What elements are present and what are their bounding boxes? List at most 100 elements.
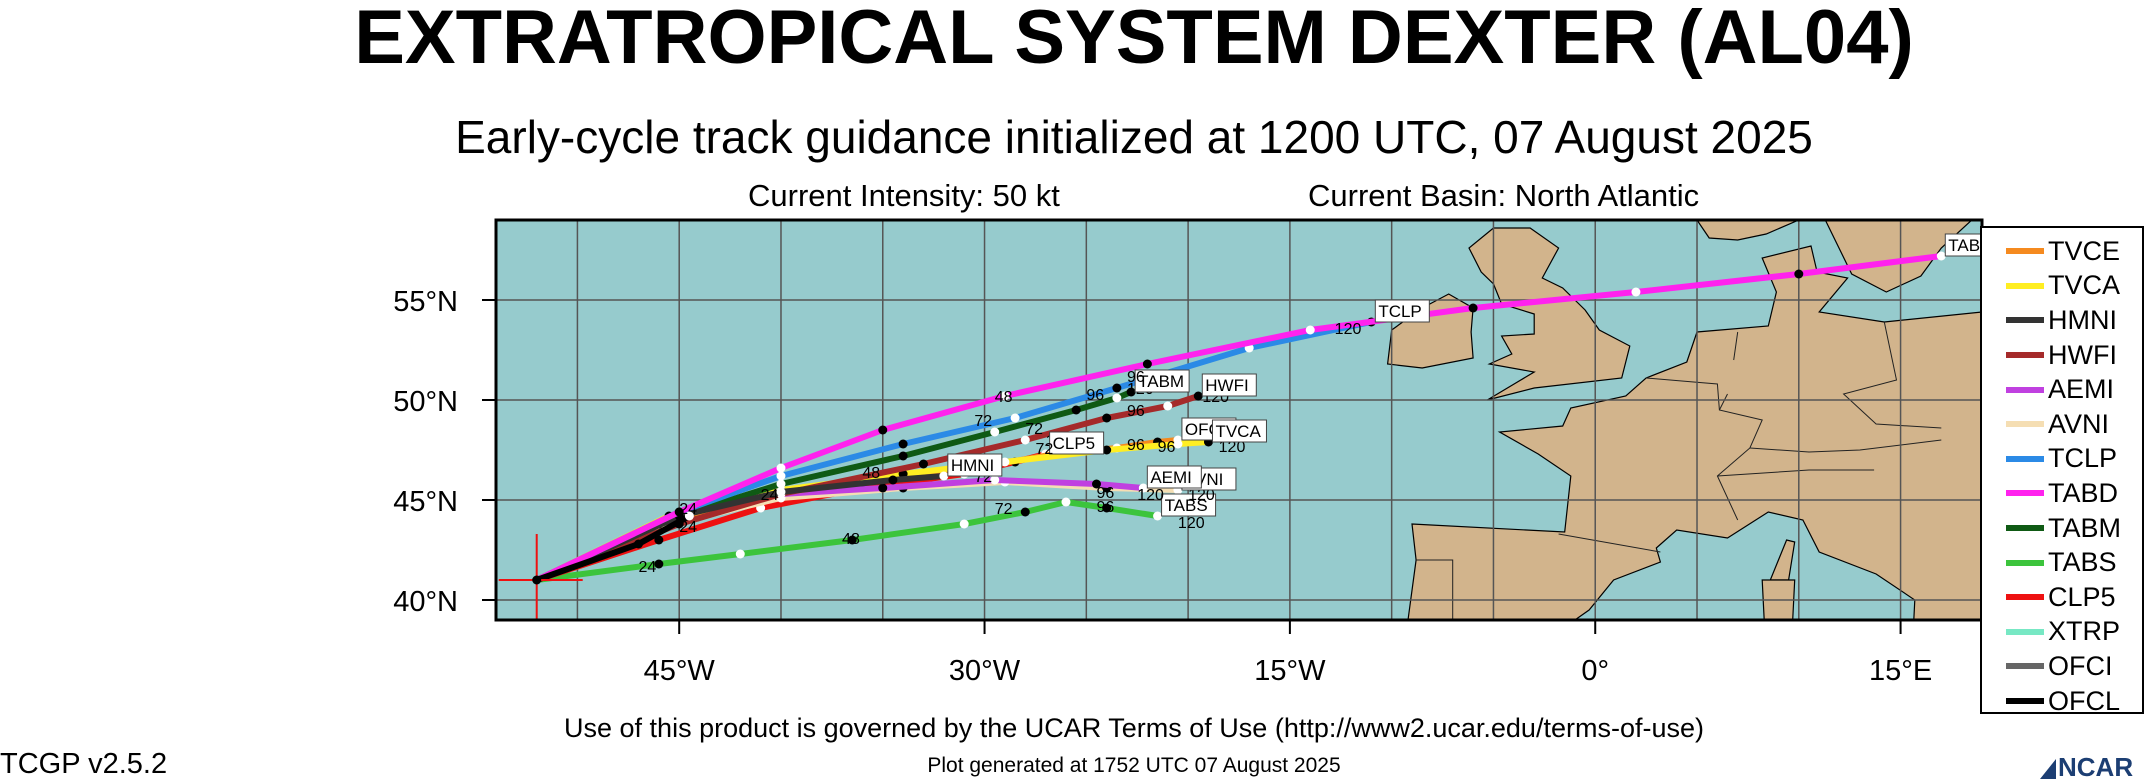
legend-label: CLP5 [2048, 581, 2116, 612]
track-end-label: HWFI [1205, 376, 1248, 395]
country-border [1733, 331, 1739, 361]
forecast-hour-label: 48 [862, 465, 880, 482]
map-axes: 45°W 30°W 15°W 0° 15°E 40°N 45°N 50°N 55°N [393, 286, 1932, 687]
country-border [1416, 559, 1454, 620]
track-point [888, 475, 898, 485]
track-point [878, 425, 888, 435]
forecast-hour-label: 24 [679, 501, 697, 518]
forecast-hour-label: 96 [1127, 403, 1145, 420]
track-point [1071, 405, 1081, 415]
legend-item-aemi: AEMI [1982, 372, 2142, 407]
ncar-logo-icon [2040, 759, 2056, 780]
track-point [776, 479, 786, 489]
legend-swatch [2006, 628, 2044, 635]
track-end-label: TABM [1138, 372, 1184, 391]
legend-swatch [2006, 698, 2044, 705]
track-end-label: TABS [1165, 496, 1208, 515]
legend-swatch [2006, 421, 2044, 428]
page-subtitle: Early-cycle track guidance initialized a… [455, 111, 1813, 163]
legend-label: OFCI [2048, 650, 2113, 681]
track-point [1142, 359, 1152, 369]
page-title: EXTRATROPICAL SYSTEM DEXTER (AL04) [354, 0, 1914, 80]
legend-swatch [2006, 386, 2044, 393]
legend-item-tabd: TABD [1982, 476, 2142, 511]
track-point [776, 463, 786, 473]
terms-of-use: Use of this product is governed by the U… [564, 713, 1704, 743]
legend-item-hmni: HMNI [1982, 303, 2142, 338]
track-hwfi [533, 393, 1202, 583]
track-end-label: TABD [1948, 236, 1990, 255]
map-grid [496, 220, 1982, 620]
track-point [990, 475, 1000, 485]
country-border [1842, 321, 1942, 429]
track-end-label-box [1211, 419, 1267, 443]
track-end-label: HMNI [951, 456, 994, 475]
legend-label: HMNI [2048, 304, 2117, 335]
track-point [918, 459, 928, 469]
lon-tick-label: 0° [1581, 655, 1609, 687]
track-end-label: CLP5 [1053, 434, 1096, 453]
forecast-hour-label: 120 [1188, 487, 1215, 504]
forecast-hour-label: 72 [995, 501, 1013, 518]
track-point [684, 511, 694, 521]
lon-tick-label: 15°E [1869, 655, 1932, 687]
forecast-tracks [533, 251, 1946, 583]
legend-item-tclp: TCLP [1982, 442, 2142, 477]
track-point [898, 439, 908, 449]
legend-swatch [2006, 248, 2044, 255]
legend-label: XTRP [2048, 616, 2121, 647]
forecast-hour-label: 96 [1127, 369, 1145, 386]
legend-item-tabm: TABM [1982, 511, 2142, 546]
lat-tick-label: 55°N [393, 286, 458, 318]
land-masses [1386, 220, 1982, 620]
track-point [1173, 439, 1183, 449]
forecast-hour-label: 48 [842, 531, 860, 548]
forecast-hour-label: 96 [1127, 437, 1145, 454]
track-end-label-box [1944, 233, 1982, 257]
track-point [878, 483, 888, 493]
track-point [1061, 497, 1071, 507]
legend-swatch [2006, 663, 2044, 670]
lat-tick-label: 45°N [393, 486, 458, 518]
track-point [990, 427, 1000, 437]
forecast-hour-label: 24 [679, 519, 697, 536]
country-border [1717, 469, 1875, 477]
forecast-hour-label: 120 [1335, 321, 1362, 338]
legend-swatch [2006, 455, 2044, 462]
model-legend: TVCE TVCA HMNI HWFI AEMI AVNI TCLP TABD TABM TABS… [1980, 226, 2144, 716]
lon-tick-label: 15°W [1254, 655, 1326, 687]
track-end-label: AEMI [1150, 468, 1192, 487]
lat-tick-label: 40°N [393, 586, 458, 618]
track-point [1163, 401, 1173, 411]
forecast-hour-label: 24 [761, 487, 779, 504]
forecast-hour-label: 96 [1158, 439, 1176, 456]
track-end-label-box [1374, 299, 1430, 323]
current-basin: Current Basin: North Atlantic [1308, 178, 1700, 213]
legend-label: AVNI [2048, 408, 2110, 439]
country-border [1558, 533, 1661, 553]
forecast-hour-label: 96 [1097, 485, 1115, 502]
legend-label: AEMI [2048, 374, 2115, 405]
forecast-hour-label: 120 [1219, 439, 1246, 456]
legend-label: TCLP [2048, 443, 2118, 474]
track-point [1126, 387, 1136, 397]
track-point [1936, 251, 1946, 261]
track-point [1102, 445, 1112, 455]
legend-label: OFCL [2048, 685, 2121, 716]
current-position-dot [532, 575, 542, 585]
legend-label: TVCA [2048, 270, 2121, 301]
track-point [1092, 479, 1102, 489]
legend-label: TVCE [2048, 235, 2121, 266]
forecast-hour-label: 72 [1035, 441, 1053, 458]
track-point [1000, 391, 1010, 401]
track-point [1102, 503, 1112, 513]
land-shape [1468, 227, 1631, 401]
legend-item-ofcl: OFCL [1982, 684, 2142, 719]
legend-item-hwfi: HWFI [1982, 338, 2142, 373]
legend-swatch [2006, 490, 2044, 497]
legend-swatch [2006, 559, 2044, 566]
track-point [1468, 303, 1478, 313]
track-point [633, 539, 643, 549]
country-border [1718, 393, 1728, 411]
track-point [1138, 483, 1148, 493]
